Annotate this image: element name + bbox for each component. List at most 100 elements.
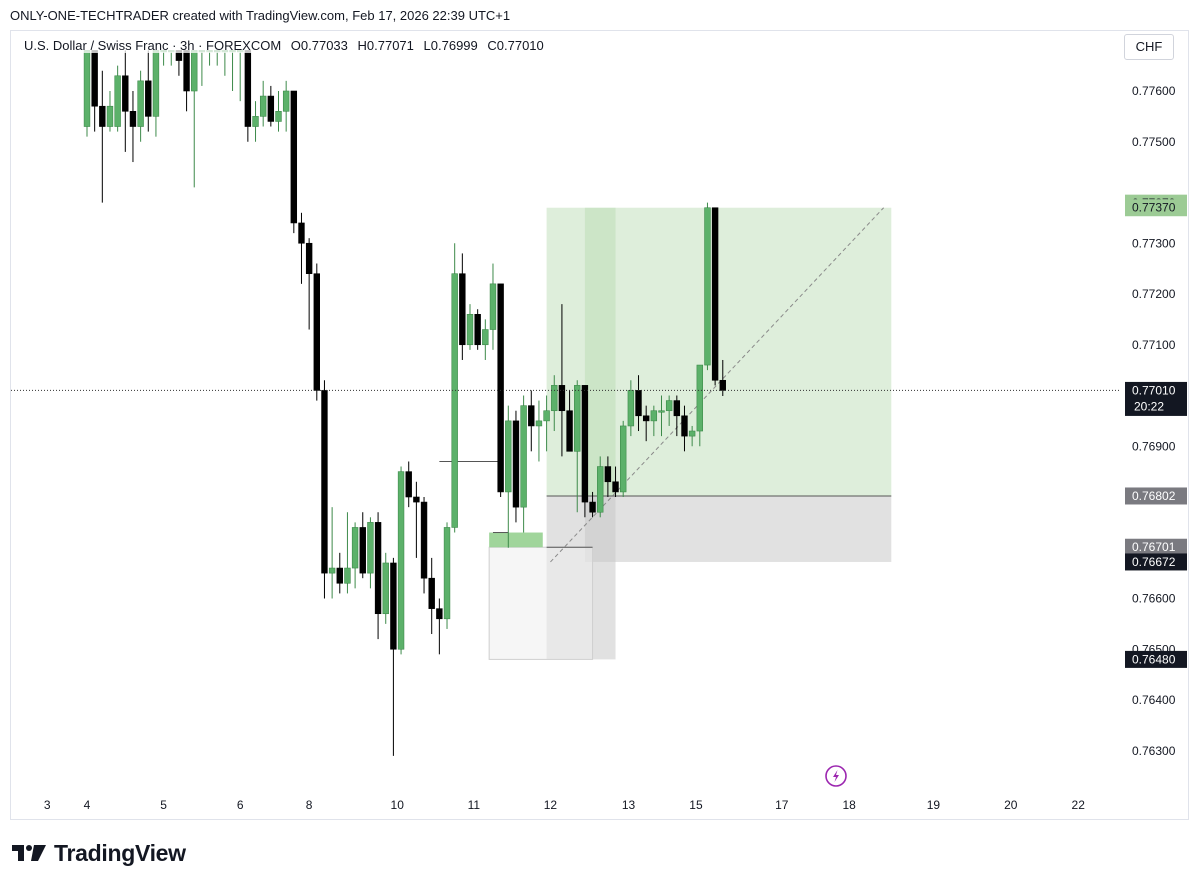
candle-body xyxy=(673,400,681,417)
candle-body xyxy=(99,105,106,127)
price-label-gray: 0.76701 xyxy=(1125,538,1187,556)
time-tick-label: 11 xyxy=(468,798,481,812)
candle-body xyxy=(704,207,711,366)
neutral-zone xyxy=(488,546,594,660)
chart-author-header: ONLY-ONE-TECHTRADER created with Trading… xyxy=(10,8,511,23)
price-label-value: 0.76672 xyxy=(1132,555,1176,569)
profit-zone xyxy=(584,207,892,496)
candle-body xyxy=(191,50,198,92)
candle-body xyxy=(619,425,627,493)
candle-body xyxy=(313,273,320,391)
price-label-bg xyxy=(1125,199,1187,217)
candle-body xyxy=(642,415,650,422)
candle-body xyxy=(106,105,114,127)
symbol-name[interactable]: U.S. Dollar / Swiss Franc · 3h · FOREXCO… xyxy=(24,38,282,53)
candle-body xyxy=(566,410,573,452)
candle-body xyxy=(267,95,275,122)
chart-frame xyxy=(10,30,1189,820)
candle-body xyxy=(512,420,520,508)
candle-body xyxy=(665,400,673,412)
price-label-value: 0.77010 xyxy=(1132,383,1176,397)
price-label-bg xyxy=(1125,553,1187,571)
candle-body xyxy=(321,390,328,574)
time-tick-label: 20 xyxy=(1004,798,1018,812)
price-tick-label: 0.76300 xyxy=(1132,744,1176,758)
price-label-bg xyxy=(1125,650,1187,668)
price-label-value: 0.76802 xyxy=(1132,489,1176,503)
candle-body xyxy=(688,430,696,437)
price-label-dark: 0.76480 xyxy=(1125,650,1187,668)
candle-body xyxy=(696,364,704,432)
candle-body xyxy=(397,471,405,650)
candle-body xyxy=(374,522,382,615)
candle-body xyxy=(244,50,252,127)
candle-body xyxy=(535,420,543,427)
currency-button[interactable]: CHF xyxy=(1124,34,1174,60)
candle-body xyxy=(152,50,160,117)
price-label-gray: 0.76802 xyxy=(1125,487,1187,505)
candle-body xyxy=(551,385,558,412)
time-tick-label: 4 xyxy=(84,798,91,812)
candle-body xyxy=(451,273,458,528)
candle-body xyxy=(650,410,658,422)
price-tick-label: 0.77200 xyxy=(1132,287,1176,301)
candle-body xyxy=(83,50,91,127)
symbol-legend: U.S. Dollar / Swiss Franc · 3h · FOREXCO… xyxy=(22,38,552,53)
candle-body xyxy=(290,90,298,224)
candle-body xyxy=(275,111,282,122)
candle-body xyxy=(428,577,435,609)
candle-body xyxy=(413,496,420,503)
candle-body xyxy=(543,410,550,422)
candle-body xyxy=(635,390,642,417)
candle-body xyxy=(252,116,259,127)
time-tick-label: 6 xyxy=(237,798,244,812)
candle-body xyxy=(420,501,428,579)
candle-body xyxy=(497,283,504,493)
price-tick-label: 0.77300 xyxy=(1132,236,1176,250)
ohlc-open: O0.77033 xyxy=(290,38,348,53)
ohlc-high: H0.77071 xyxy=(357,38,414,53)
candle-body xyxy=(122,75,129,112)
candles xyxy=(83,50,726,756)
time-tick-label: 3 xyxy=(44,798,51,812)
price-label-value: 0.77370 xyxy=(1132,201,1176,215)
time-tick-label: 8 xyxy=(306,798,313,812)
candle-body xyxy=(574,385,581,452)
candle-body xyxy=(589,501,596,513)
candle-body xyxy=(466,313,474,346)
price-label-value: 0.76480 xyxy=(1132,652,1176,666)
time-tick-label: 18 xyxy=(842,798,856,812)
time-tick-label: 13 xyxy=(622,798,636,812)
loss-zone xyxy=(584,495,892,562)
candle-body xyxy=(405,471,412,498)
candle-body xyxy=(505,420,512,493)
candle-body xyxy=(129,111,137,127)
candle-body xyxy=(390,562,397,650)
candle-body xyxy=(436,608,443,620)
price-label-green: 0.77370 xyxy=(1125,199,1187,217)
candle-body xyxy=(528,405,535,427)
time-tick-label: 12 xyxy=(544,798,558,812)
time-tick-label: 15 xyxy=(689,798,703,812)
profit-zone xyxy=(546,207,616,496)
candle-body xyxy=(137,80,144,127)
candle-body xyxy=(482,329,489,346)
candle-body xyxy=(520,405,527,508)
position-zones xyxy=(488,207,892,660)
price-tick-label: 0.77600 xyxy=(1132,84,1176,98)
candle-body xyxy=(681,415,688,437)
price-tick-label: 0.77500 xyxy=(1132,135,1176,149)
time-tick-label: 22 xyxy=(1072,798,1086,812)
time-tick-label: 5 xyxy=(160,798,167,812)
candle-body xyxy=(183,50,190,92)
price-tick-label: 0.76400 xyxy=(1132,693,1176,707)
tradingview-logo[interactable]: TradingView xyxy=(12,840,186,866)
candle-body xyxy=(91,50,98,107)
flash-icon[interactable] xyxy=(825,765,847,787)
bar-countdown: 20:22 xyxy=(1134,399,1164,413)
candle-body xyxy=(282,90,290,112)
candle-body xyxy=(145,80,152,117)
candle-body xyxy=(474,313,481,346)
tradingview-logo-icon xyxy=(12,845,46,861)
